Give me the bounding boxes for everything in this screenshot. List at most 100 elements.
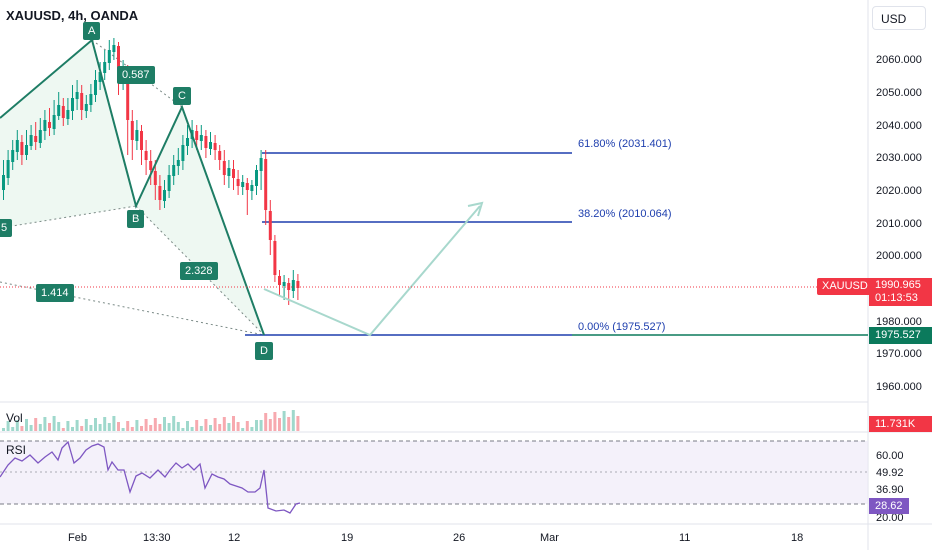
volume-bar: [236, 422, 240, 431]
fib-zero-price-tag: 1975.527: [869, 327, 932, 344]
time-tick: 26: [453, 532, 465, 544]
volume-bar: [89, 425, 93, 431]
volume-bar: [278, 418, 281, 431]
volume-bar: [264, 413, 268, 431]
rsi-value-tag: 28.62: [869, 498, 909, 514]
volume-bar: [103, 417, 107, 431]
volume-bar: [126, 421, 130, 431]
candle-body: [48, 122, 51, 128]
time-tick: Feb: [68, 532, 87, 544]
candle-body: [25, 145, 28, 155]
time-tick: 19: [341, 532, 353, 544]
volume-bar: [190, 427, 194, 431]
candle-body: [84, 104, 88, 111]
pattern-point-d[interactable]: D: [255, 342, 273, 360]
volume-bar: [176, 422, 180, 431]
candle-body: [163, 190, 166, 201]
candle-body: [43, 120, 47, 131]
price-tick: 2020.000: [876, 185, 922, 197]
candle-body: [11, 150, 15, 162]
volume-bar: [20, 426, 24, 431]
candle-body: [278, 276, 281, 285]
candle-body: [282, 282, 286, 286]
ratio-label-ac: 0.587: [117, 66, 155, 84]
volume-bar: [163, 417, 166, 431]
price-tick: 2050.000: [876, 87, 922, 99]
volume-bar: [112, 416, 116, 431]
fib-label-618: 61.80% (2031.401): [578, 138, 672, 150]
price-tick: 2000.000: [876, 250, 922, 262]
currency-button[interactable]: USD: [872, 6, 926, 30]
candle-body: [29, 135, 33, 146]
volume-bar: [121, 428, 125, 431]
time-axis[interactable]: Feb 13:30 12 19 26 Mar 11 18: [68, 532, 803, 544]
rsi-band: [0, 441, 868, 504]
last-price-value: 1990.965: [875, 279, 921, 291]
volume-bar: [25, 419, 28, 431]
candle-body: [126, 71, 130, 120]
rsi-pane-label[interactable]: RSI: [6, 443, 27, 457]
candle-body: [94, 80, 97, 95]
symbol-title[interactable]: XAUUSD, 4h, OANDA: [6, 8, 139, 23]
volume-bar: [181, 428, 185, 431]
volume-bar: [48, 423, 51, 431]
volume-bar: [209, 425, 212, 431]
candle-body: [241, 182, 245, 187]
candle-body: [273, 241, 277, 275]
pattern-point-c[interactable]: C: [173, 87, 191, 105]
volume-bar: [75, 420, 79, 431]
volume-bar: [149, 425, 153, 431]
volume-bar: [107, 423, 111, 431]
bar-countdown: 01:13:53: [875, 292, 918, 304]
candle-body: [6, 160, 10, 178]
volume-bar: [43, 417, 47, 431]
volume-bar: [80, 426, 84, 431]
candle-body: [140, 131, 143, 150]
harmonic-pattern-legs[interactable]: [0, 38, 265, 336]
volume-value-tag: 11.731K: [869, 416, 932, 432]
rsi-tick: 60.00: [876, 450, 904, 462]
candle-body: [80, 93, 84, 110]
time-tick: 11: [679, 532, 690, 544]
volume-series: [2, 410, 300, 431]
volume-bar: [232, 416, 235, 431]
candle-body: [135, 130, 139, 141]
pattern-point-a[interactable]: A: [83, 22, 101, 40]
volume-bar: [241, 428, 245, 431]
candle-body: [66, 110, 70, 119]
candle-body: [181, 145, 185, 161]
pattern-point-b[interactable]: B: [127, 210, 145, 228]
volume-bar: [11, 427, 15, 431]
volume-bar: [218, 424, 222, 431]
volume-bar: [2, 428, 5, 431]
candle-body: [264, 159, 268, 210]
candle-body: [232, 169, 235, 178]
pattern-fill-xab: [0, 40, 136, 228]
volume-bar: [66, 421, 70, 431]
candle-body: [107, 50, 111, 63]
candle-body: [204, 136, 208, 148]
projection-path[interactable]: [263, 205, 481, 337]
volume-pane-label[interactable]: Vol: [6, 411, 23, 425]
volume-bar: [98, 424, 102, 431]
candle-body: [103, 62, 107, 73]
volume-bar: [245, 421, 249, 431]
last-price-tag[interactable]: 1990.965 01:13:53: [869, 278, 932, 306]
time-tick: 18: [791, 532, 803, 544]
candle-body: [291, 280, 295, 291]
rsi-tick: 49.92: [876, 467, 904, 479]
volume-bar: [282, 411, 286, 431]
candle-body: [245, 183, 249, 190]
candle-body: [218, 151, 222, 160]
pattern-fill-bcd: [136, 107, 264, 335]
candle-body: [153, 171, 157, 185]
volume-bar: [71, 427, 74, 431]
volume-bar: [84, 419, 88, 431]
candle-body: [222, 161, 226, 175]
volume-bar: [250, 427, 254, 431]
pattern-point-x-partial[interactable]: 5: [0, 219, 13, 237]
price-tick: 2040.000: [876, 120, 922, 132]
price-axis[interactable]: 2060.000 2050.000 2040.000 2030.000 2020…: [876, 54, 922, 393]
